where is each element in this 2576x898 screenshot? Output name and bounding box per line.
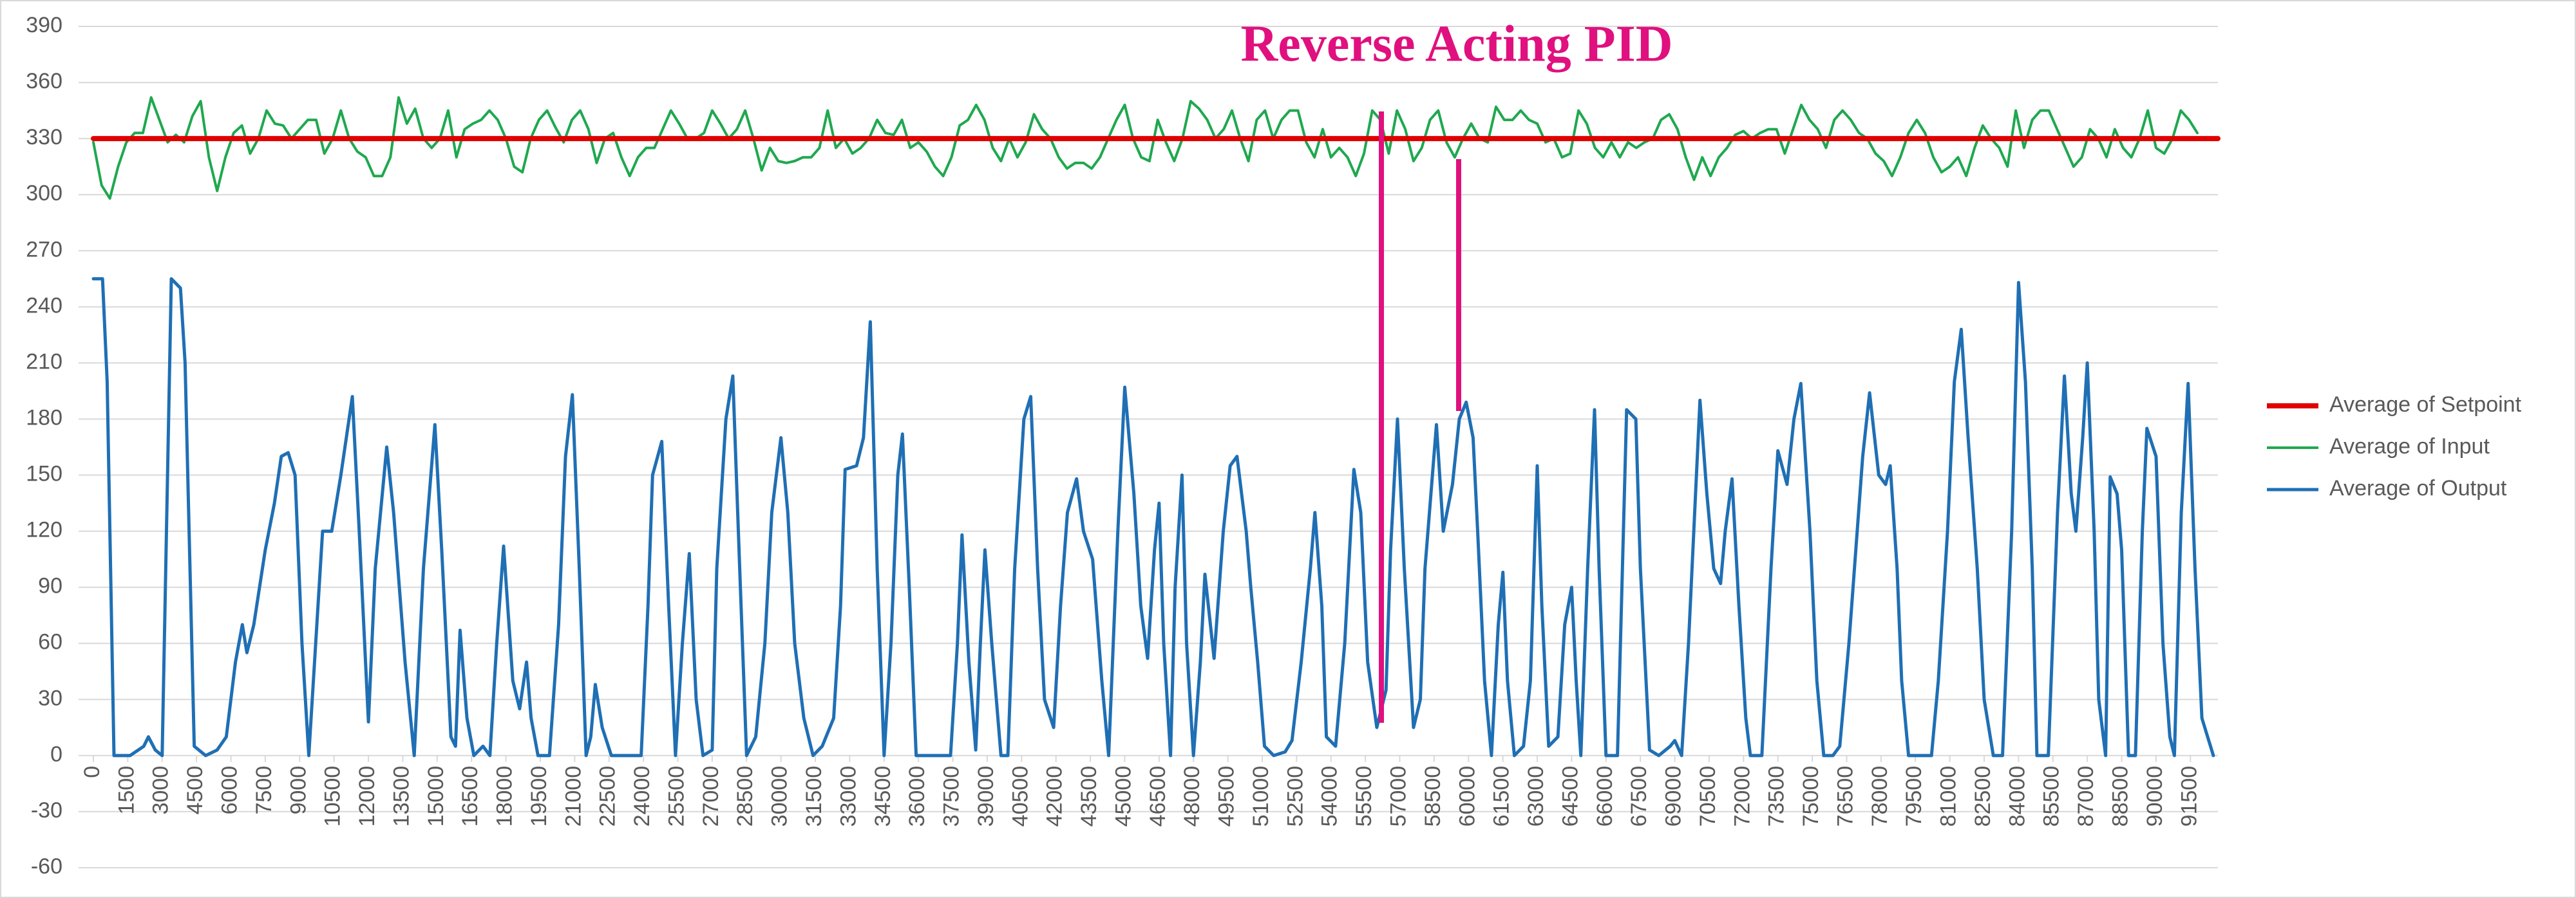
x-tick-label: 21000 [561, 766, 585, 827]
y-tick-label: 60 [38, 630, 62, 654]
x-tick-label: 24000 [630, 766, 654, 827]
legend-label: Average of Input [2329, 434, 2490, 459]
legend: Average of Setpoint Average of Input Avera… [2267, 392, 2522, 501]
x-tick-label: 84000 [2005, 766, 2029, 827]
x-tick-label: 81000 [1937, 766, 1961, 827]
y-tick-label: 330 [26, 125, 62, 149]
y-axis-labels: -60 -30 0 30 60 90 120 150 180 210 240 270 300 330 360… [26, 13, 62, 879]
x-tick-label: 70500 [1696, 766, 1720, 827]
x-tick-label: 16500 [458, 766, 482, 827]
x-tick-label: 18000 [493, 766, 517, 827]
x-tick-label: 34500 [871, 766, 895, 827]
y-tick-label: 300 [26, 181, 62, 205]
x-tick-label: 75000 [1799, 766, 1823, 827]
x-tick-label: 0 [80, 766, 104, 778]
x-tick-label: 45000 [1111, 766, 1135, 827]
x-tick-label: 51000 [1249, 766, 1273, 827]
x-tick-label: 36000 [905, 766, 929, 827]
x-tick-label: 46500 [1146, 766, 1170, 827]
y-tick-label: 0 [50, 742, 62, 767]
x-tick-label: 7500 [252, 766, 276, 815]
x-tick-label: 31500 [802, 766, 826, 827]
x-tick-label: 79500 [1902, 766, 1926, 827]
legend-label: Average of Output [2329, 476, 2507, 501]
x-tick-label: 52500 [1283, 766, 1307, 827]
y-tick-label: 210 [26, 349, 62, 374]
x-tick-label: 90000 [2143, 766, 2167, 827]
y-tick-label: 30 [38, 686, 62, 711]
series-line [92, 96, 2199, 200]
x-tick-label: 85500 [2040, 766, 2064, 827]
x-tick-label: 9000 [286, 766, 310, 815]
y-tick-label: 180 [26, 405, 62, 430]
x-tick-label: 48000 [1180, 766, 1204, 827]
x-tick-label: 19500 [527, 766, 551, 827]
x-tick-label: 54000 [1318, 766, 1342, 827]
x-tick-label: 91500 [2177, 766, 2201, 827]
x-tick-label: 12000 [355, 766, 379, 827]
x-tick-label: 15000 [424, 766, 448, 827]
x-tick-label: 27000 [699, 766, 723, 827]
x-tick-label: 69000 [1662, 766, 1686, 827]
x-tick-label: 39000 [974, 766, 998, 827]
x-tick-label: 22500 [596, 766, 620, 827]
y-tick-label: 90 [38, 574, 62, 598]
y-tick-label: 390 [26, 13, 62, 37]
y-tick-label: 150 [26, 462, 62, 486]
y-tick-label: -60 [31, 854, 62, 879]
x-tick-label: 63000 [1524, 766, 1548, 827]
x-tick-label: 64500 [1558, 766, 1582, 827]
y-tick-label: 360 [26, 69, 62, 93]
x-tick-label: 88500 [2108, 766, 2133, 827]
x-tick-label: 13500 [389, 766, 413, 827]
y-tick-label: 120 [26, 518, 62, 542]
y-tick-label: 270 [26, 237, 62, 262]
x-tick-label: 60000 [1455, 766, 1479, 827]
x-tick-label: 6000 [218, 766, 242, 815]
x-tick-label: 30000 [768, 766, 792, 827]
x-tick-label: 55500 [1352, 766, 1376, 827]
x-tick-label: 61500 [1490, 766, 1514, 827]
x-tick-label: 73500 [1765, 766, 1789, 827]
legend-label: Average of Setpoint [2329, 392, 2522, 417]
x-tick-label: 57000 [1386, 766, 1410, 827]
x-tick-label: 67500 [1627, 766, 1651, 827]
x-tick-label: 72000 [1730, 766, 1754, 827]
x-tick-label: 28500 [733, 766, 757, 827]
x-tick-label: 82500 [1971, 766, 1995, 827]
y-tick-label: 240 [26, 293, 62, 318]
x-tick-label: 58500 [1421, 766, 1445, 827]
x-tick-label: 37500 [940, 766, 964, 827]
x-tick-label: 42000 [1043, 766, 1067, 827]
plot-lines [91, 96, 2221, 758]
x-tick-label: 66000 [1593, 766, 1617, 827]
chart-title: Reverse Acting PID [1241, 15, 1673, 72]
x-tick-label: 1500 [114, 766, 138, 815]
x-tick-label: 33000 [836, 766, 860, 827]
x-tick-label: 25500 [664, 766, 688, 827]
x-tick-label: 3000 [149, 766, 173, 815]
x-axis-labels: 0 1500 3000 4500 6000 7500 9000 10500 12000 13500… [80, 766, 2201, 827]
y-tick-label: -30 [31, 798, 62, 823]
series-line [91, 277, 2215, 758]
x-tick-label: 43500 [1077, 766, 1101, 827]
x-tick-label: 87000 [2074, 766, 2098, 827]
x-tick-label: 78000 [1868, 766, 1892, 827]
x-tick-label: 40500 [1008, 766, 1032, 827]
x-tick-label: 49500 [1215, 766, 1239, 827]
x-tick-label: 4500 [183, 766, 207, 815]
x-tick-label: 10500 [321, 766, 345, 827]
x-tick-label: 76500 [1833, 766, 1857, 827]
